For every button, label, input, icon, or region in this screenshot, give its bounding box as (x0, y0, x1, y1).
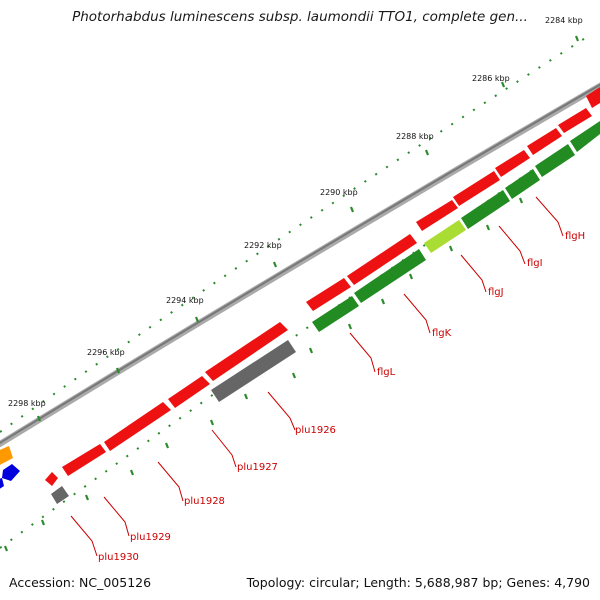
gene-arrow-highlight[interactable] (424, 220, 466, 253)
genome-backbone (0, 82, 600, 448)
tick-mark (243, 393, 249, 400)
gene-arrow-forward[interactable] (62, 444, 106, 476)
gene-label-plu1929[interactable]: plu1929 (130, 532, 171, 543)
gene-arrow-forward[interactable] (45, 472, 58, 486)
tick-mark (347, 323, 353, 330)
gene-arrow-forward[interactable] (558, 108, 592, 133)
gene-label-flgk[interactable]: flgK (432, 328, 452, 339)
tick-mark (485, 224, 491, 231)
gene-arrow-reverse[interactable] (570, 121, 600, 152)
tick-mark (291, 372, 297, 379)
gene-arrow-orange[interactable] (0, 446, 13, 466)
tick-mark (308, 347, 314, 354)
gene-arrow-forward[interactable] (306, 278, 351, 311)
gene-label-plu1928[interactable]: plu1928 (184, 496, 225, 507)
gene-label-plu1930[interactable]: plu1930 (98, 552, 139, 563)
tick-mark (518, 197, 524, 204)
tick-mark (209, 419, 215, 426)
tick-mark (380, 298, 386, 305)
gene-arrow-gray[interactable] (51, 486, 69, 504)
tick-label: 2294 kbp (166, 296, 204, 305)
gene-label-flgh[interactable]: flgH (565, 231, 585, 242)
label-leaders (70, 196, 564, 557)
map-title: Photorhabdus luminescens subsp. laumondi… (72, 9, 528, 25)
gene-arrow-forward[interactable] (168, 376, 210, 408)
gene-arrow-forward[interactable] (495, 150, 530, 177)
gene-label-flgl[interactable]: flgL (377, 367, 396, 378)
gene-arrow-forward[interactable] (205, 322, 288, 381)
tick-mark (129, 469, 135, 476)
gene-label-plu1926[interactable]: plu1926 (295, 425, 336, 436)
tick-label: 2284 kbp (545, 16, 583, 25)
tick-mark (408, 273, 414, 280)
tick-mark (500, 81, 506, 88)
gene-arrow-forward[interactable] (104, 402, 171, 451)
tick-mark (574, 35, 580, 42)
reverse-strand-features (0, 121, 600, 504)
gene-arrow-gray[interactable] (211, 340, 296, 402)
gene-arrow-forward[interactable] (416, 200, 458, 231)
tick-mark (424, 149, 430, 156)
tick-marks: 2284 kbp 2286 kbp 2288 kbp 2290 kbp 2292 kbp… (3, 16, 583, 552)
gene-arrow-reverse[interactable] (354, 249, 426, 303)
tick-label: 2292 kbp (244, 241, 282, 250)
tick-mark (84, 494, 90, 501)
gene-arrow-reverse[interactable] (312, 296, 359, 332)
gene-arrow-reverse[interactable] (461, 190, 510, 229)
gene-arrow-forward[interactable] (347, 234, 417, 285)
tick-mark (349, 206, 355, 213)
gene-arrow-blue[interactable] (2, 464, 20, 481)
gene-arrow-reverse[interactable] (505, 169, 540, 199)
tick-label: 2290 kbp (320, 188, 358, 197)
gene-arrow-forward[interactable] (453, 171, 500, 206)
tick-label: 2286 kbp (472, 74, 510, 83)
tick-mark (272, 261, 278, 268)
tick-mark (3, 545, 9, 552)
gene-arrow-forward[interactable] (527, 128, 562, 155)
gene-arrow-blue[interactable] (0, 478, 4, 492)
tick-mark (40, 519, 46, 526)
scale-dots (0, 34, 600, 549)
gene-arrow-forward[interactable] (586, 87, 600, 108)
tick-mark (448, 245, 454, 252)
genome-summary-text: Topology: circular; Length: 5,688,987 bp… (246, 575, 590, 590)
tick-label: 2298 kbp (8, 399, 46, 408)
tick-mark (194, 316, 200, 323)
tick-label: 2288 kbp (396, 132, 434, 141)
gene-label-flgj[interactable]: flgJ (488, 287, 504, 298)
gene-arrow-reverse[interactable] (535, 144, 575, 177)
tick-mark (36, 415, 42, 422)
accession-text: Accession: NC_005126 (9, 575, 152, 590)
gene-labels: flgH flgI flgJ flgK flgL plu1926 plu1927… (98, 231, 585, 563)
gene-label-plu1927[interactable]: plu1927 (237, 462, 278, 473)
gene-label-flgi[interactable]: flgI (527, 258, 543, 269)
forward-strand-features (45, 87, 600, 486)
tick-label: 2296 kbp (87, 348, 125, 357)
tick-mark (115, 367, 121, 374)
tick-mark (164, 442, 170, 449)
